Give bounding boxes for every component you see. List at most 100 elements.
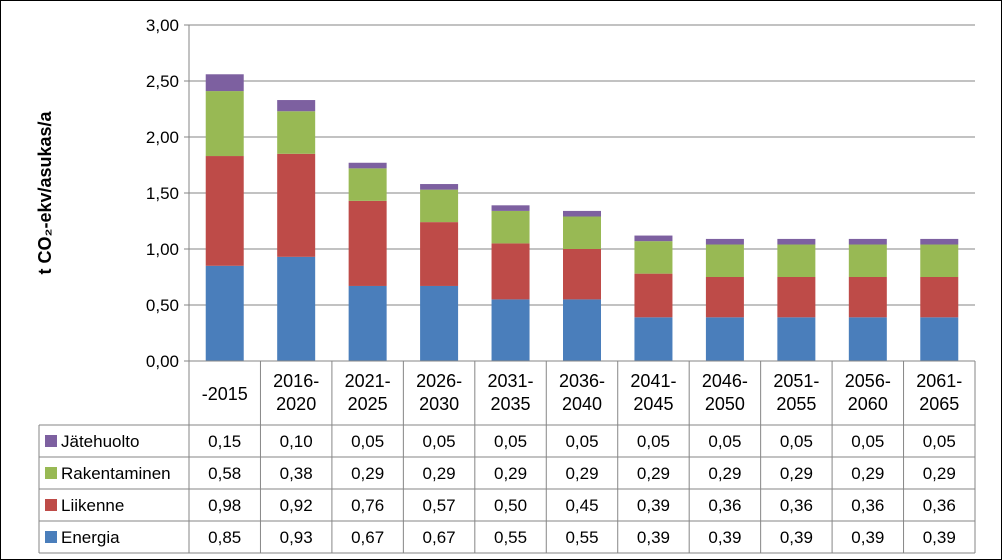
y-tick-label: 3,00 bbox=[146, 16, 179, 35]
data-label: 0,29 bbox=[708, 464, 741, 483]
data-label: 0,05 bbox=[565, 432, 598, 451]
data-label: 0,39 bbox=[851, 528, 884, 547]
data-label: 0,05 bbox=[351, 432, 384, 451]
category-label: 2021- bbox=[345, 371, 391, 391]
bar-segment bbox=[205, 265, 244, 361]
data-label: 0,98 bbox=[208, 496, 241, 515]
data-label: 0,39 bbox=[637, 528, 670, 547]
data-label: 0,29 bbox=[780, 464, 813, 483]
category-label: 2031- bbox=[488, 371, 534, 391]
category-label: 2026- bbox=[416, 371, 462, 391]
category-label: 2065 bbox=[919, 394, 959, 414]
bar-segment bbox=[777, 244, 816, 277]
data-label: 0,05 bbox=[423, 432, 456, 451]
data-label: 0,36 bbox=[923, 496, 956, 515]
y-tick-label: 2,50 bbox=[146, 72, 179, 91]
bar-segment bbox=[348, 162, 387, 169]
data-label: 0,85 bbox=[208, 528, 241, 547]
data-label: 0,50 bbox=[494, 496, 527, 515]
bar-segment bbox=[634, 235, 673, 242]
category-label: 2030 bbox=[419, 394, 459, 414]
bar-segment bbox=[277, 256, 316, 361]
bar-segment bbox=[205, 91, 244, 157]
bar-segment bbox=[420, 222, 459, 286]
bar-segment bbox=[705, 244, 744, 277]
data-label: 0,29 bbox=[637, 464, 670, 483]
data-label: 0,38 bbox=[280, 464, 313, 483]
bar-segment bbox=[277, 100, 316, 112]
y-tick-labels: 0,00 0,50 1,00 1,50 2,00 2,50 3,00 bbox=[146, 16, 179, 371]
data-label: 0,93 bbox=[280, 528, 313, 547]
bar-segment bbox=[420, 184, 459, 190]
data-label: 0,39 bbox=[708, 528, 741, 547]
data-label: 0,39 bbox=[923, 528, 956, 547]
category-label: 2025 bbox=[348, 394, 388, 414]
category-label: 2035 bbox=[491, 394, 531, 414]
bar-segment bbox=[348, 285, 387, 361]
bar-segment bbox=[205, 156, 244, 266]
y-tick-label: 1,50 bbox=[146, 184, 179, 203]
bar-segment bbox=[205, 74, 244, 92]
data-label: 0,58 bbox=[208, 464, 241, 483]
category-label: 2061- bbox=[916, 371, 962, 391]
data-label: 0,45 bbox=[565, 496, 598, 515]
data-label: 0,29 bbox=[923, 464, 956, 483]
bar-segment bbox=[277, 111, 316, 154]
gridlines bbox=[189, 24, 975, 306]
bar-segment bbox=[491, 210, 530, 244]
category-label: 2016- bbox=[273, 371, 319, 391]
data-label: 0,05 bbox=[708, 432, 741, 451]
category-label: 2046- bbox=[702, 371, 748, 391]
data-label: 0,29 bbox=[423, 464, 456, 483]
data-label: 0,92 bbox=[280, 496, 313, 515]
bar-segment bbox=[563, 216, 601, 249]
category-label: 2036- bbox=[559, 371, 605, 391]
bars bbox=[205, 74, 959, 361]
bar-segment bbox=[705, 277, 744, 318]
bar-segment bbox=[777, 238, 816, 245]
bar-segment bbox=[920, 244, 959, 277]
bar-segment bbox=[277, 153, 316, 257]
data-label: 0,36 bbox=[780, 496, 813, 515]
category-label: 2040 bbox=[562, 394, 602, 414]
bar-segment bbox=[848, 277, 887, 318]
data-label: 0,10 bbox=[280, 432, 313, 451]
legend-label: Jätehuolto bbox=[61, 432, 139, 451]
bar-segment bbox=[563, 210, 601, 217]
bar-segment bbox=[348, 168, 387, 201]
bar-segment bbox=[491, 205, 530, 211]
bar-segment bbox=[563, 249, 601, 300]
y-axis-label: t CO₂-ekv/asukas/a bbox=[35, 110, 55, 274]
category-label: 2056- bbox=[845, 371, 891, 391]
bar-segment bbox=[777, 277, 816, 318]
data-label: 0,57 bbox=[423, 496, 456, 515]
bar-segment bbox=[848, 238, 887, 245]
bar-segment bbox=[634, 241, 673, 274]
category-label: 2020 bbox=[276, 394, 316, 414]
legend-swatch bbox=[45, 467, 57, 479]
bar-segment bbox=[491, 299, 530, 361]
bar-segment bbox=[634, 317, 673, 361]
data-label: 0,05 bbox=[637, 432, 670, 451]
data-table: -2015 2016- 2020 2021- 2025 2026- 2030 2031- 203… bbox=[38, 360, 976, 554]
data-label: 0,55 bbox=[494, 528, 527, 547]
data-label: 0,76 bbox=[351, 496, 384, 515]
data-label: 0,15 bbox=[208, 432, 241, 451]
y-tick-label: 2,00 bbox=[146, 128, 179, 147]
axes bbox=[184, 24, 190, 362]
legend-label: Liikenne bbox=[61, 496, 124, 515]
bar-segment bbox=[705, 238, 744, 245]
category-label: 2041- bbox=[630, 371, 676, 391]
y-tick-label: 1,00 bbox=[146, 240, 179, 259]
data-label: 0,05 bbox=[851, 432, 884, 451]
data-label: 0,05 bbox=[923, 432, 956, 451]
data-label: 0,39 bbox=[637, 496, 670, 515]
legend-label: Rakentaminen bbox=[61, 464, 171, 483]
data-label: 0,36 bbox=[851, 496, 884, 515]
category-label: 2051- bbox=[773, 371, 819, 391]
category-label: 2060 bbox=[848, 394, 888, 414]
bar-segment bbox=[491, 243, 530, 300]
category-label: 2045 bbox=[633, 394, 673, 414]
